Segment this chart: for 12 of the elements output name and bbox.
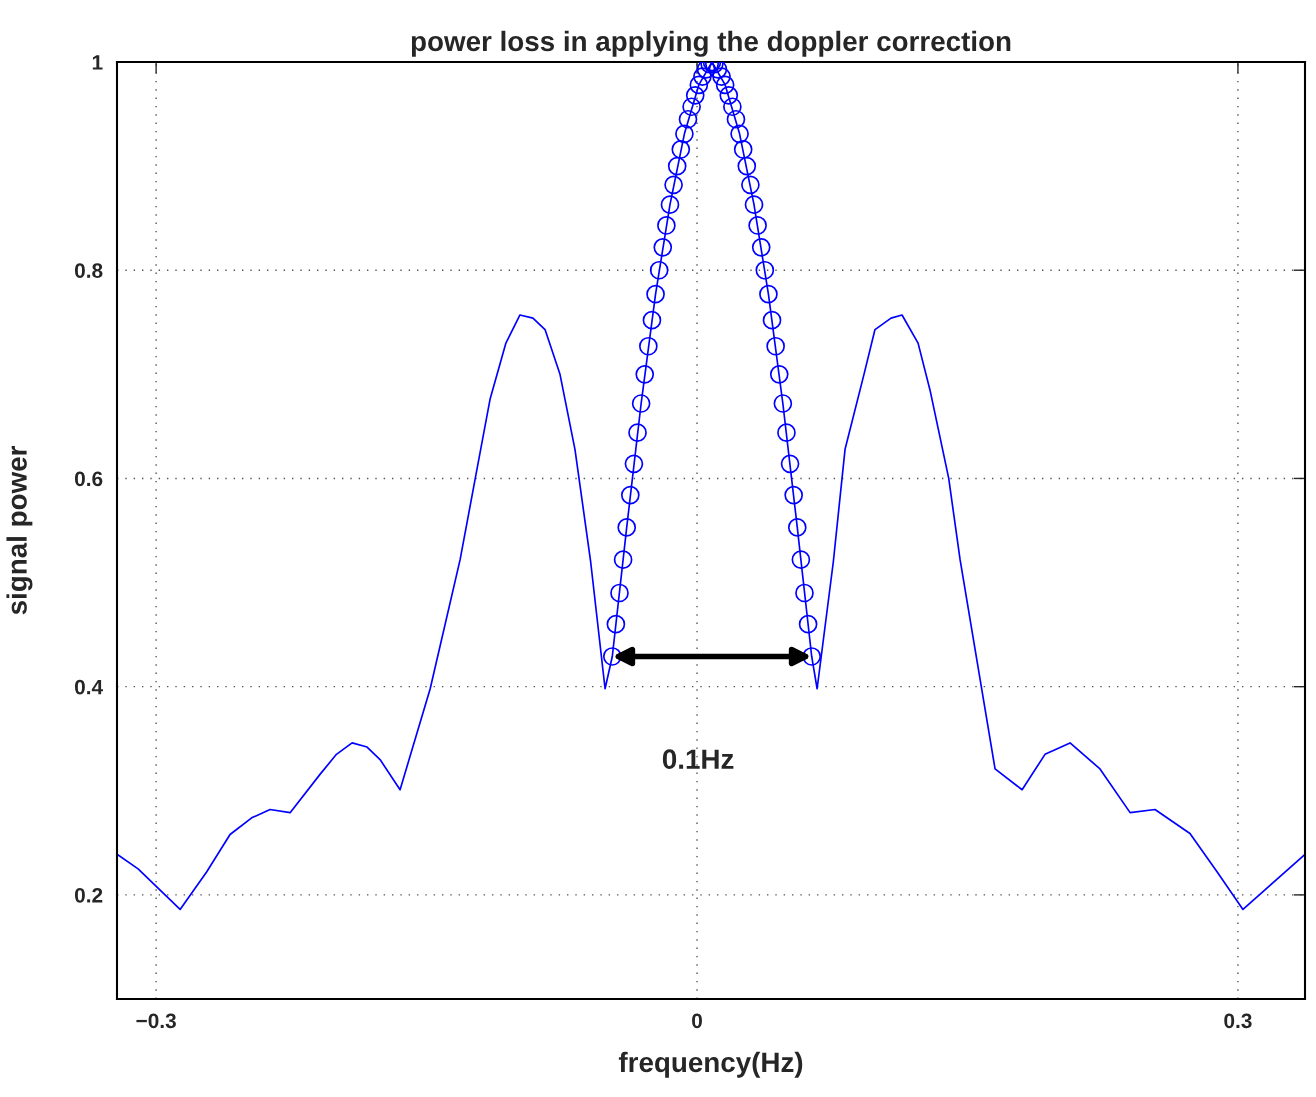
annotation: 0.1Hz: [662, 749, 734, 770]
y-tick-label: 0.6: [74, 471, 103, 487]
x-axis-title: frequency(Hz): [618, 1051, 803, 1078]
chart-title: power loss in applying the doppler correction: [411, 30, 1011, 57]
x-tick-label: 0: [692, 1013, 702, 1029]
x-tick-label: −0.3: [136, 1013, 176, 1029]
x-tick-label: 0.3: [1224, 1013, 1252, 1029]
y-tick-label: 0.2: [74, 887, 103, 903]
y-tick-label: 1: [92, 55, 103, 70]
y-tick-label: 0.8: [74, 263, 103, 278]
y-axis-title: signal power: [6, 446, 33, 615]
y-tick-label: 0.4: [74, 679, 103, 695]
